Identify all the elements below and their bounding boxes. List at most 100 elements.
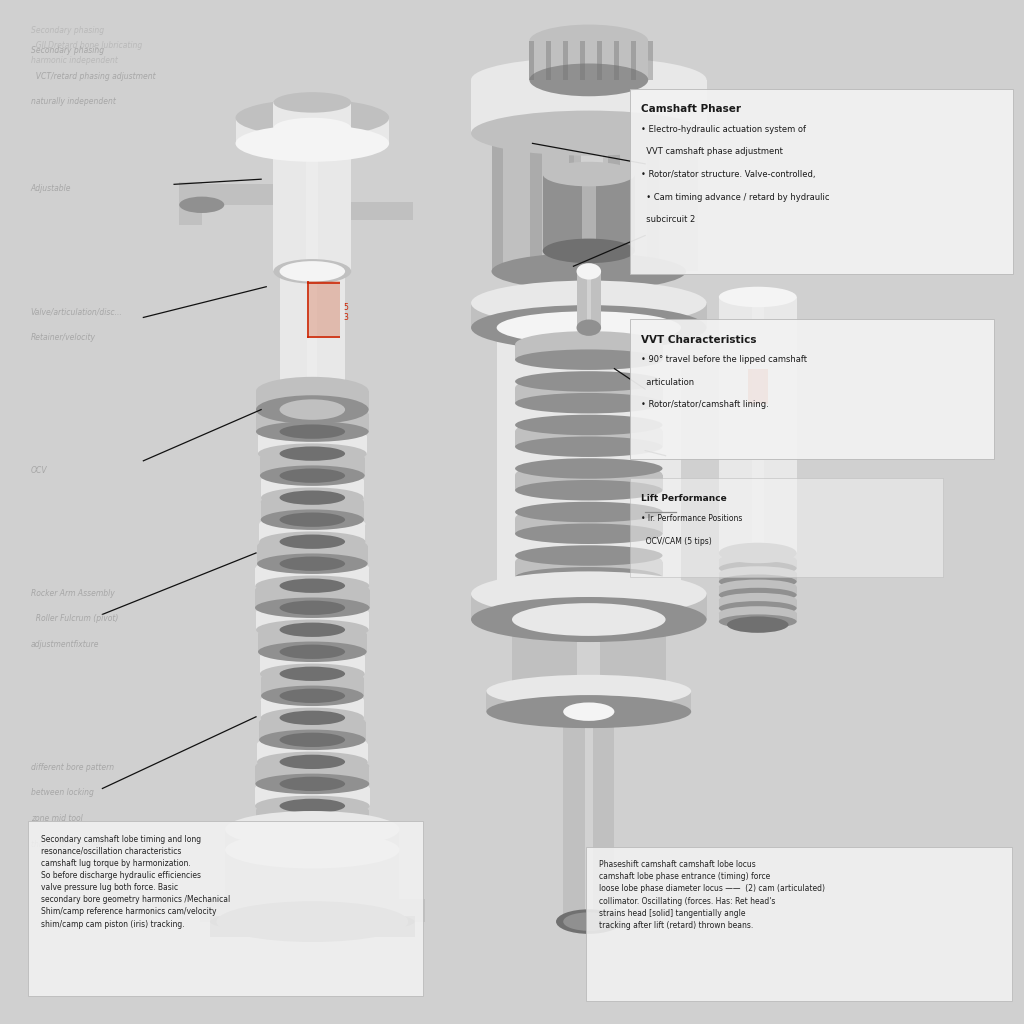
Bar xyxy=(647,133,658,271)
Ellipse shape xyxy=(515,459,663,479)
Ellipse shape xyxy=(515,353,663,380)
Bar xyxy=(210,916,415,937)
FancyBboxPatch shape xyxy=(630,478,943,577)
Ellipse shape xyxy=(255,558,370,579)
Bar xyxy=(261,678,364,696)
Text: • Ir. Performance Positions: • Ir. Performance Positions xyxy=(641,514,742,523)
Ellipse shape xyxy=(261,470,364,490)
Bar xyxy=(727,594,788,625)
Text: Valve/articulation/disc...: Valve/articulation/disc... xyxy=(31,307,123,316)
Bar xyxy=(585,712,593,922)
Bar xyxy=(280,271,345,410)
Ellipse shape xyxy=(719,593,797,607)
Bar xyxy=(614,41,618,80)
Bar xyxy=(256,810,369,827)
Ellipse shape xyxy=(280,399,345,420)
Ellipse shape xyxy=(719,614,797,629)
Ellipse shape xyxy=(719,580,797,594)
Bar xyxy=(515,562,663,578)
Bar xyxy=(486,80,691,123)
Bar xyxy=(631,41,636,80)
Bar xyxy=(563,41,568,80)
Bar xyxy=(515,431,663,446)
Bar xyxy=(748,369,768,404)
Ellipse shape xyxy=(515,371,663,391)
Bar xyxy=(547,41,551,80)
Bar xyxy=(515,541,663,555)
Bar xyxy=(307,281,340,338)
Bar xyxy=(258,634,367,652)
Ellipse shape xyxy=(719,543,797,563)
Ellipse shape xyxy=(515,505,663,531)
Ellipse shape xyxy=(515,483,663,510)
Ellipse shape xyxy=(258,624,367,644)
Bar xyxy=(587,271,591,328)
Ellipse shape xyxy=(255,598,370,618)
Ellipse shape xyxy=(280,799,345,813)
Bar xyxy=(273,143,351,271)
Ellipse shape xyxy=(261,686,364,707)
Ellipse shape xyxy=(719,561,797,575)
Bar xyxy=(515,388,663,403)
Ellipse shape xyxy=(255,580,370,600)
Ellipse shape xyxy=(280,776,345,791)
Text: naturally independent: naturally independent xyxy=(31,97,116,106)
Ellipse shape xyxy=(563,702,614,721)
Ellipse shape xyxy=(515,567,663,588)
Ellipse shape xyxy=(225,831,399,868)
FancyBboxPatch shape xyxy=(630,319,994,459)
Ellipse shape xyxy=(280,711,345,725)
Bar xyxy=(719,560,797,568)
Ellipse shape xyxy=(492,115,686,152)
Ellipse shape xyxy=(515,549,663,575)
Text: VVT camshaft phase adjustment: VVT camshaft phase adjustment xyxy=(641,147,783,157)
Ellipse shape xyxy=(273,92,351,113)
Bar xyxy=(578,620,600,712)
Ellipse shape xyxy=(515,436,663,457)
Bar xyxy=(256,414,369,432)
Ellipse shape xyxy=(515,545,663,565)
Ellipse shape xyxy=(236,99,389,136)
Text: zone mid tool: zone mid tool xyxy=(31,814,83,823)
Text: between locking: between locking xyxy=(31,788,93,798)
Ellipse shape xyxy=(280,557,345,571)
Bar xyxy=(515,518,663,534)
Bar xyxy=(512,620,666,712)
Text: Secondary phasing: Secondary phasing xyxy=(31,46,103,55)
Ellipse shape xyxy=(280,645,345,659)
Ellipse shape xyxy=(497,311,681,344)
Bar xyxy=(502,80,676,113)
Ellipse shape xyxy=(486,675,691,708)
Bar xyxy=(255,568,370,586)
Bar xyxy=(575,328,602,620)
Bar xyxy=(257,546,368,563)
Text: • Rotor/stator/camshaft lining.: • Rotor/stator/camshaft lining. xyxy=(641,400,769,410)
Text: 5
3: 5 3 xyxy=(343,303,348,322)
Ellipse shape xyxy=(515,393,663,414)
Text: Rocker Arm Assembly: Rocker Arm Assembly xyxy=(31,589,115,598)
Bar xyxy=(471,80,707,133)
Bar xyxy=(719,600,797,608)
Ellipse shape xyxy=(719,606,797,621)
Ellipse shape xyxy=(543,239,635,263)
Bar xyxy=(261,502,364,520)
Ellipse shape xyxy=(260,664,365,684)
Ellipse shape xyxy=(259,514,366,535)
Bar xyxy=(200,899,425,922)
Ellipse shape xyxy=(280,843,345,857)
Bar xyxy=(471,594,707,620)
FancyBboxPatch shape xyxy=(630,89,1013,274)
Text: VVT Characteristics: VVT Characteristics xyxy=(641,335,757,345)
Text: Phaseshift camshaft camshaft lobe locus
camshaft lobe phase entrance (timing) fo: Phaseshift camshaft camshaft lobe locus … xyxy=(599,860,825,930)
Ellipse shape xyxy=(512,603,666,636)
Text: articulation: articulation xyxy=(641,378,694,387)
Bar xyxy=(273,102,351,128)
Ellipse shape xyxy=(280,733,345,748)
Bar xyxy=(261,700,364,718)
Bar xyxy=(648,41,653,80)
Text: harmonic independent: harmonic independent xyxy=(31,56,118,66)
Bar xyxy=(530,133,542,271)
Bar xyxy=(492,133,503,271)
Ellipse shape xyxy=(512,695,666,728)
Ellipse shape xyxy=(216,901,409,942)
